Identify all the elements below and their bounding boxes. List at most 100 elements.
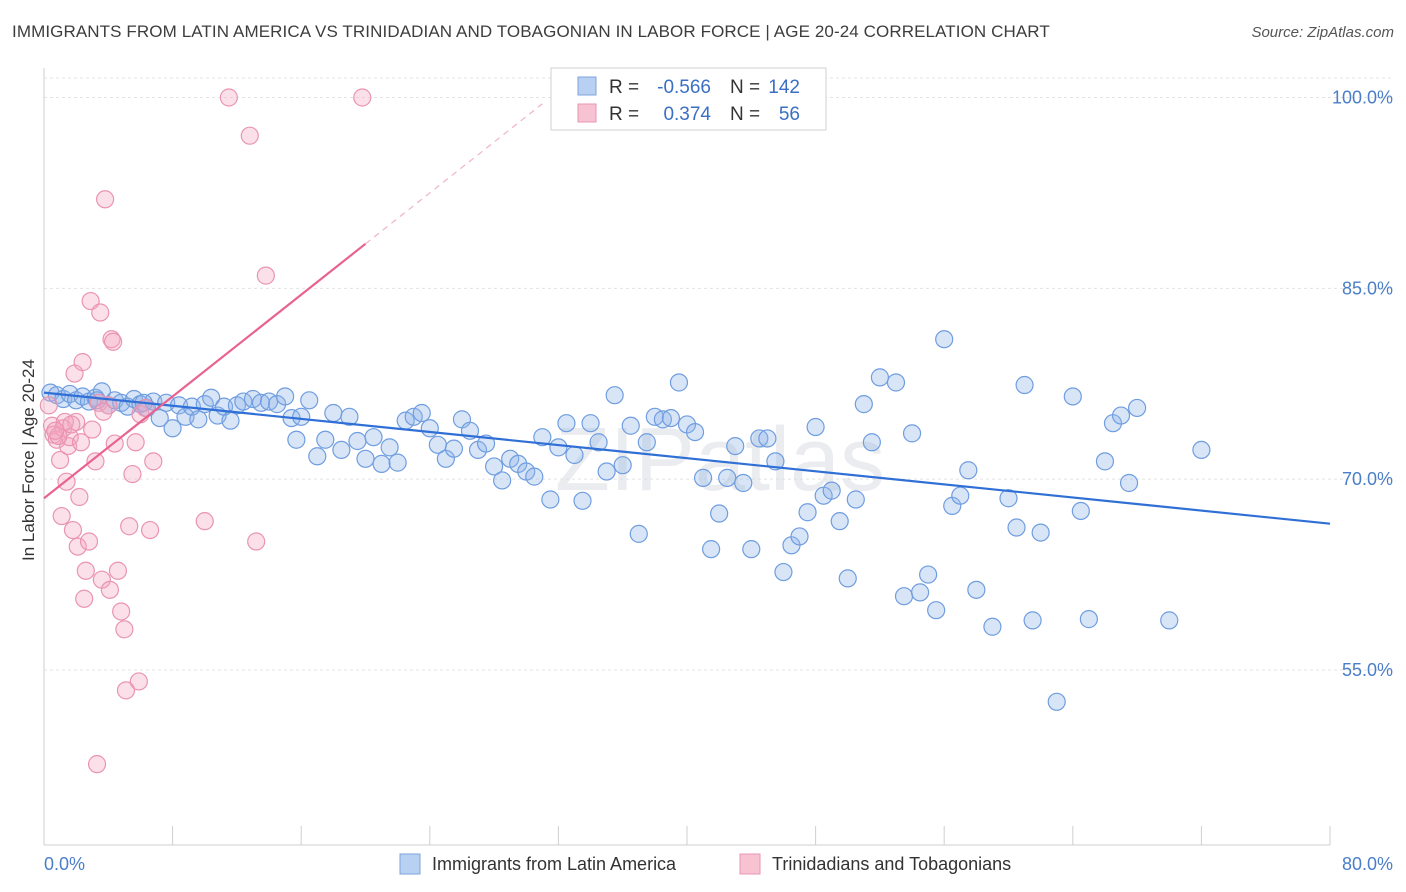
point-blue-76 xyxy=(597,462,616,481)
point-blue-41 xyxy=(316,430,335,449)
point-blue-88 xyxy=(693,468,713,487)
y-axis-label: In Labor Force | Age 20-24 xyxy=(19,359,38,561)
point-pink-19 xyxy=(83,420,102,439)
point-blue-123 xyxy=(999,489,1018,508)
point-pink-39 xyxy=(140,520,160,540)
point-blue-77 xyxy=(605,386,624,405)
axes xyxy=(43,68,1331,846)
point-blue-105 xyxy=(830,512,849,531)
point-blue-136 xyxy=(1127,398,1147,418)
point-pink-29 xyxy=(108,561,128,580)
point-blue-127 xyxy=(1031,523,1050,542)
trend-line-blue xyxy=(43,391,1331,525)
point-blue-48 xyxy=(372,454,391,473)
legend-n-label-blue: N = xyxy=(730,77,760,98)
point-blue-134 xyxy=(1111,406,1131,425)
point-blue-121 xyxy=(967,580,986,599)
point-pink-52 xyxy=(104,332,123,351)
series-immigrants-latin-america xyxy=(41,330,1211,711)
legend-r-label-pink: R = xyxy=(609,104,639,125)
point-blue-25 xyxy=(202,388,221,407)
point-blue-116 xyxy=(927,601,946,620)
point-blue-129 xyxy=(1063,387,1082,406)
point-blue-68 xyxy=(533,428,552,447)
point-blue-97 xyxy=(766,452,785,471)
point-blue-37 xyxy=(287,430,306,449)
point-blue-89 xyxy=(702,540,721,559)
point-blue-122 xyxy=(983,617,1002,636)
point-pink-43 xyxy=(240,126,259,145)
point-blue-124 xyxy=(1007,518,1026,537)
point-blue-39 xyxy=(300,391,319,410)
point-pink-50 xyxy=(71,433,91,452)
point-blue-131 xyxy=(1079,610,1098,629)
point-blue-101 xyxy=(798,503,817,522)
trend-line-pink xyxy=(43,242,367,500)
point-blue-72 xyxy=(565,445,584,465)
point-blue-75 xyxy=(589,433,608,452)
point-blue-113 xyxy=(902,424,922,443)
chart-title: IMMIGRANTS FROM LATIN AMERICA VS TRINIDA… xyxy=(12,22,1050,41)
legend-r-label-blue: R = xyxy=(609,77,639,98)
point-blue-43 xyxy=(332,440,351,460)
legend-n-value-pink: 56 xyxy=(779,104,800,125)
bottom-legend-label-pink: Trinidadians and Tobagonians xyxy=(772,854,1011,874)
legend-swatch-pink xyxy=(577,103,597,123)
point-blue-84 xyxy=(661,409,681,428)
point-blue-87 xyxy=(685,422,705,442)
point-blue-35 xyxy=(276,387,295,406)
bottom-legend-swatch-pink xyxy=(739,853,761,875)
point-blue-126 xyxy=(1023,611,1042,630)
point-pink-42 xyxy=(219,88,238,107)
point-blue-94 xyxy=(742,540,761,559)
point-blue-90 xyxy=(710,504,729,523)
point-blue-109 xyxy=(862,433,881,452)
point-blue-138 xyxy=(1192,440,1211,460)
grid-lines xyxy=(44,77,1393,671)
point-pink-44 xyxy=(247,532,266,551)
point-blue-40 xyxy=(308,447,327,466)
point-blue-57 xyxy=(444,439,464,458)
point-pink-46 xyxy=(353,88,372,107)
bottom-legend: Immigrants from Latin America Trinidadia… xyxy=(399,853,1011,875)
y-tick-label-0: 55.0% xyxy=(1342,660,1393,680)
point-blue-125 xyxy=(1015,375,1034,395)
point-pink-49 xyxy=(62,415,81,434)
point-blue-62 xyxy=(485,457,504,476)
point-blue-73 xyxy=(573,491,592,510)
point-pink-33 xyxy=(120,517,139,536)
point-pink-54 xyxy=(46,421,65,440)
point-blue-91 xyxy=(718,468,737,487)
point-blue-104 xyxy=(822,481,841,500)
point-pink-13 xyxy=(70,487,89,507)
point-blue-132 xyxy=(1095,452,1115,471)
watermark: ZIPatlas xyxy=(555,410,885,510)
point-blue-70 xyxy=(549,438,568,457)
point-blue-54 xyxy=(420,419,439,438)
point-blue-23 xyxy=(189,410,208,429)
point-blue-53 xyxy=(412,403,431,423)
point-blue-50 xyxy=(388,453,407,472)
y-tick-label-2: 85.0% xyxy=(1342,278,1393,298)
point-pink-45 xyxy=(256,266,275,285)
point-blue-67 xyxy=(525,467,544,486)
legend-box: R = -0.566 N = 142 R = 0.374 N = 56 xyxy=(550,67,827,131)
point-blue-106 xyxy=(838,569,857,588)
legend-n-value-blue: 142 xyxy=(768,77,800,98)
point-pink-16 xyxy=(76,561,95,580)
point-pink-9 xyxy=(63,520,83,540)
point-blue-44 xyxy=(340,407,359,426)
x-tick-label-start: 0.0% xyxy=(44,854,85,874)
point-blue-78 xyxy=(613,456,632,475)
point-pink-40 xyxy=(144,452,163,471)
x-tick-label-end: 80.0% xyxy=(1342,854,1393,874)
point-blue-120 xyxy=(959,461,978,480)
point-pink-36 xyxy=(129,672,148,691)
point-pink-17 xyxy=(79,532,99,551)
source-credit: Source: ZipAtlas.com xyxy=(1251,24,1394,41)
legend-r-value-blue: -0.566 xyxy=(657,77,711,98)
point-blue-63 xyxy=(493,471,512,490)
trend-line-pink-extension xyxy=(365,103,543,245)
point-blue-135 xyxy=(1119,473,1139,493)
